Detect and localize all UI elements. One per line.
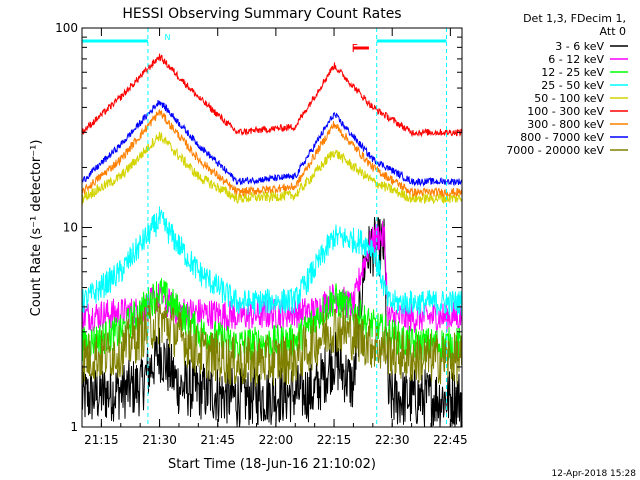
series-100-300keV [81, 100, 463, 187]
x-tick-label: 22:15 [317, 433, 352, 447]
series-line [81, 297, 463, 387]
footer-timestamp: 12-Apr-2018 15:28 [552, 469, 637, 479]
x-tick-label: 21:45 [200, 433, 235, 447]
series-800-7000keV [81, 297, 463, 387]
x-tick-label: 22:30 [375, 433, 410, 447]
legend-entry-label: 300 - 800 keV [527, 118, 604, 131]
legend-entry-label: 50 - 100 keV [534, 92, 604, 105]
x-tick-label: 22:00 [259, 433, 294, 447]
legend-entry-label: 7000 - 20000 keV [506, 144, 604, 157]
series-7000-20000keV [81, 108, 463, 199]
series-50-100keV [81, 131, 463, 205]
x-tick-label: 21:15 [84, 433, 119, 447]
series-6-12keV [81, 221, 463, 334]
series-3-6keV [81, 217, 463, 428]
y-tick-label: 10 [63, 221, 78, 235]
series-line [81, 221, 463, 334]
x-axis-label: Start Time (18-Jun-16 21:10:02) [168, 457, 376, 472]
legend-entry-label: 100 - 300 keV [527, 105, 604, 118]
series-line [81, 53, 463, 138]
series-line [81, 217, 463, 428]
series-line [81, 100, 463, 187]
legend-header: Det 1,3, FDecim 1, [523, 12, 626, 25]
y-tick-label: 1 [70, 420, 78, 434]
x-tick-label: 22:45 [433, 433, 468, 447]
series-300-800keV [81, 53, 463, 138]
series-line [81, 131, 463, 205]
legend-entry-label: 25 - 50 keV [541, 79, 604, 92]
x-tick-label: 21:30 [142, 433, 177, 447]
y-axis-label: Count Rate (s⁻¹ detector⁻¹) [29, 140, 44, 317]
series-line [81, 108, 463, 199]
legend-entry-label: 3 - 6 keV [555, 40, 604, 53]
chart-title: HESSI Observing Summary Count Rates [122, 6, 401, 22]
series-25-50keV [81, 206, 463, 316]
legend-entry-label: 800 - 7000 keV [520, 131, 604, 144]
legend-entry-label: 12 - 25 keV [541, 66, 604, 79]
series-layer [81, 53, 463, 428]
legend-entry-label: 6 - 12 keV [548, 53, 604, 66]
series-line [81, 206, 463, 316]
x-axis: 21:15 21:30 21:45 22:00 22:15 22:30 22:45 [81, 28, 468, 447]
annotation-f: F [352, 42, 358, 55]
y-axis: 1 10 100 [55, 21, 462, 434]
annotation-n: N [165, 33, 171, 42]
legend-header: Att 0 [600, 25, 626, 38]
y-tick-label: 100 [55, 21, 78, 35]
